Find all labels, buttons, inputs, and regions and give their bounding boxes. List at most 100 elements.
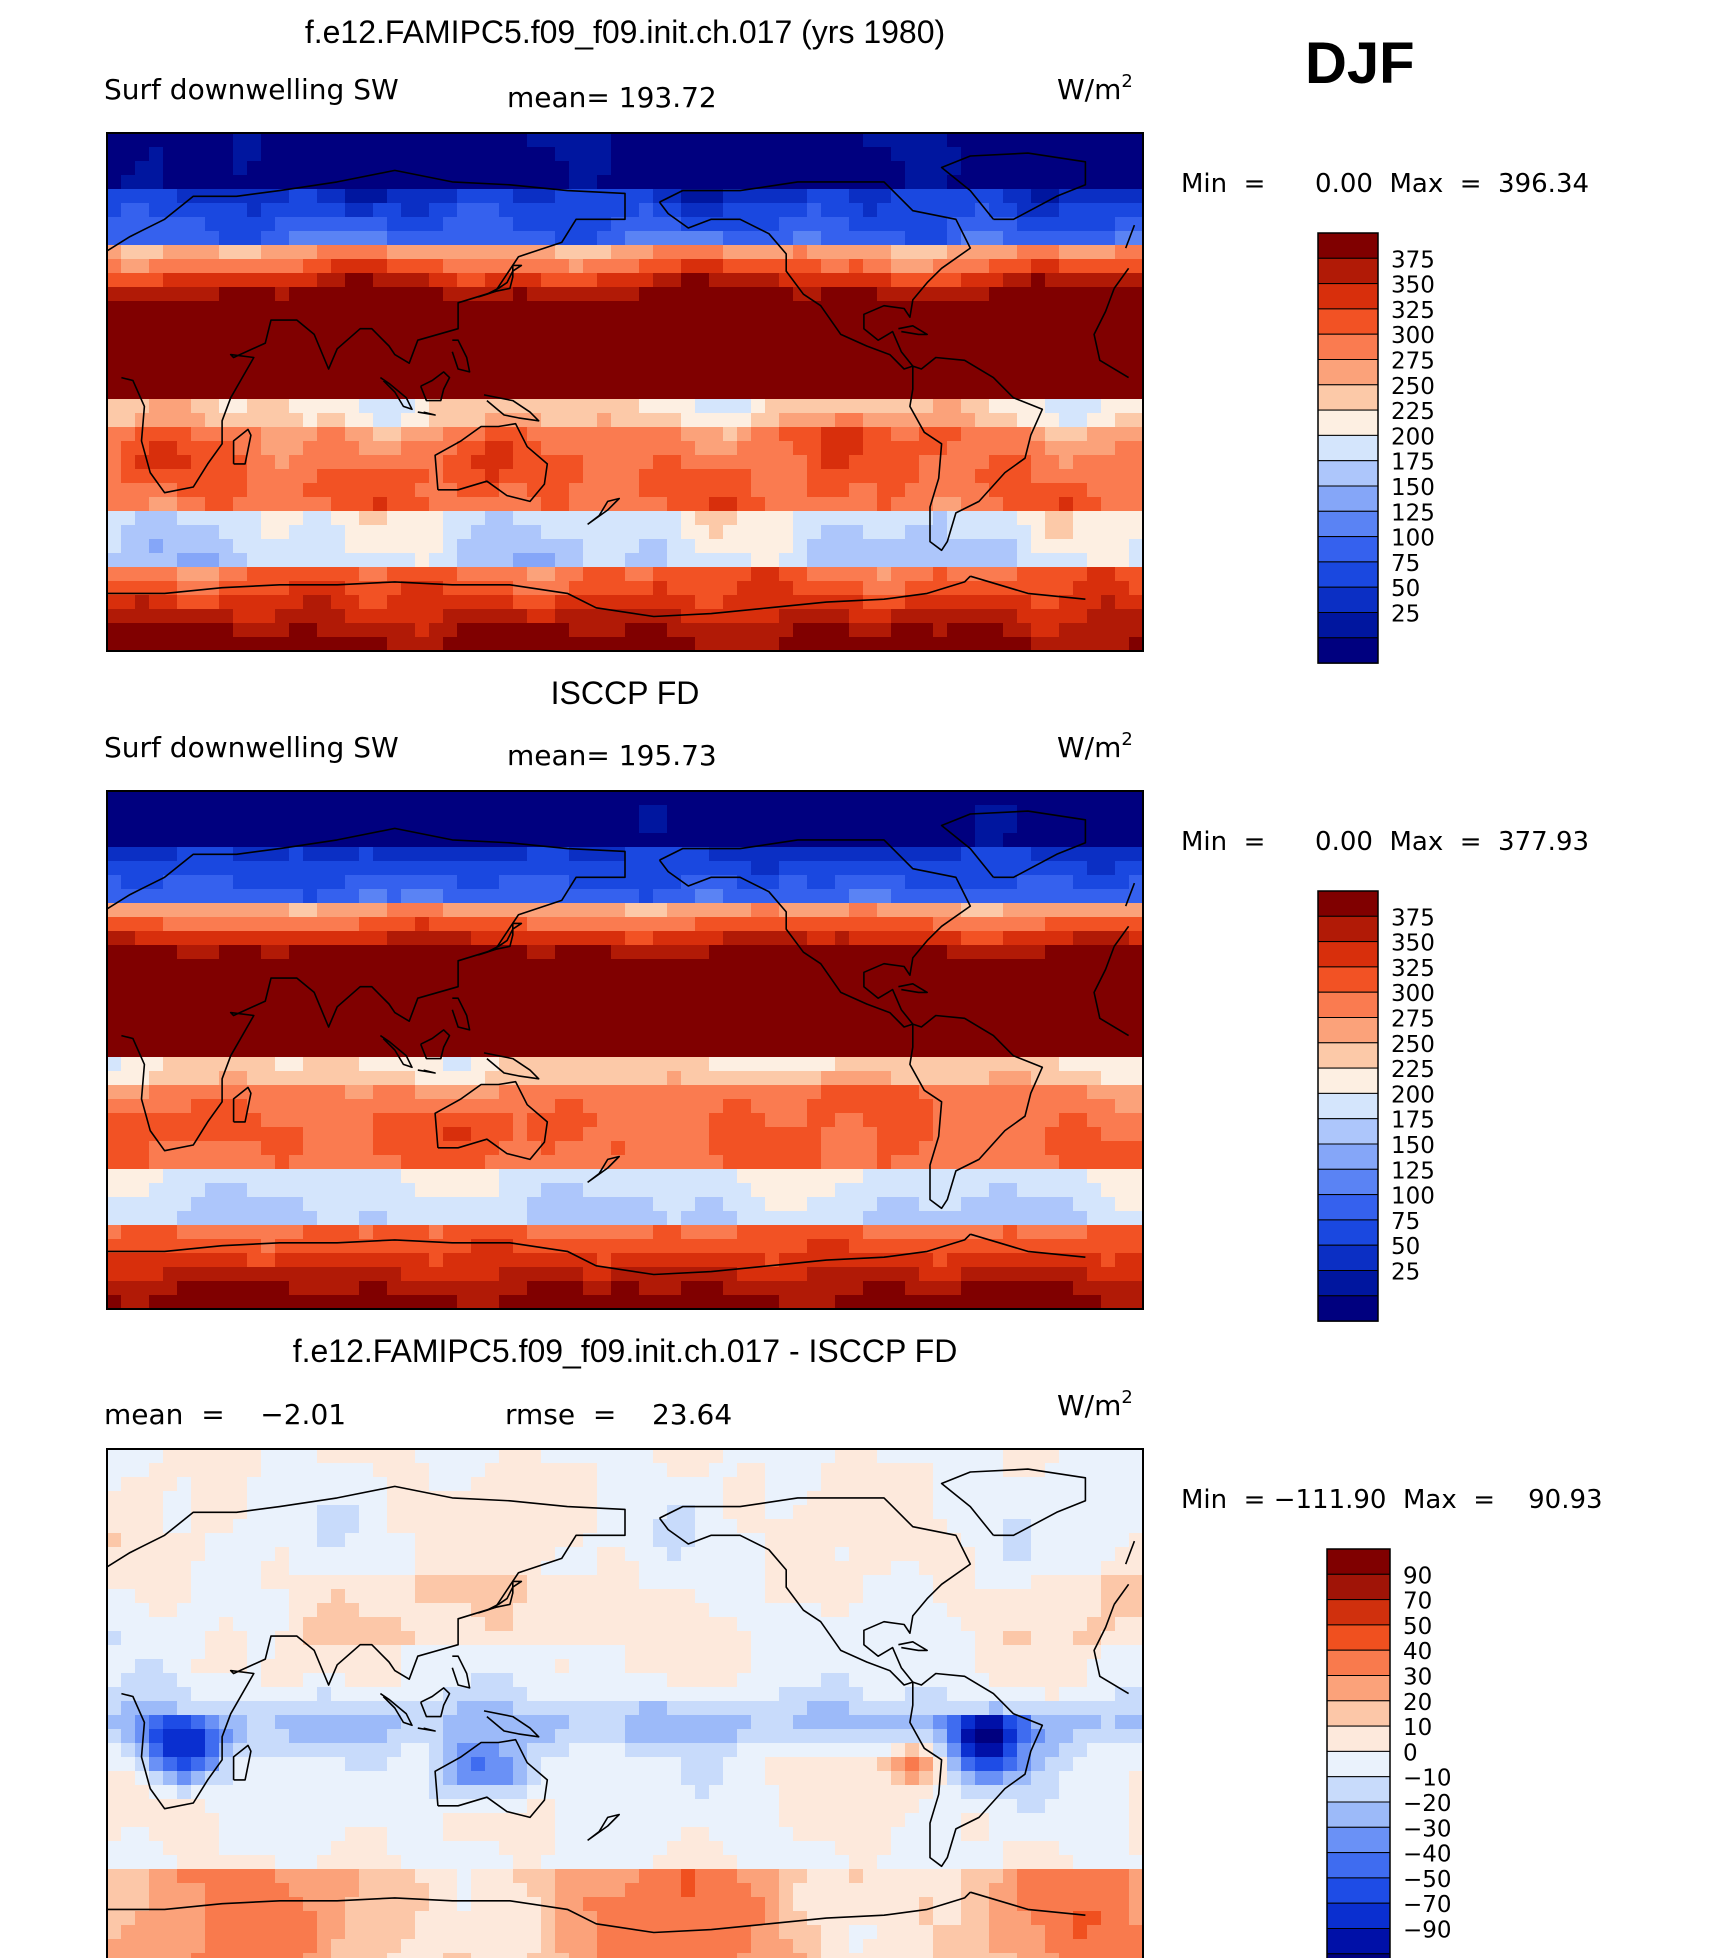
heatmap-cell bbox=[597, 357, 612, 372]
heatmap-cell bbox=[779, 637, 794, 651]
heatmap-cell bbox=[387, 917, 402, 932]
heatmap-cell bbox=[527, 973, 542, 988]
heatmap-cell bbox=[555, 637, 570, 651]
heatmap-cell bbox=[359, 245, 374, 260]
heatmap-cell bbox=[177, 847, 192, 862]
heatmap-cell bbox=[121, 399, 136, 414]
heatmap-cell bbox=[639, 1099, 654, 1114]
heatmap-cell bbox=[779, 217, 794, 232]
heatmap-cell bbox=[499, 973, 514, 988]
heatmap-cell bbox=[373, 609, 388, 624]
heatmap-cell bbox=[723, 329, 738, 344]
heatmap-cell bbox=[779, 581, 794, 596]
heatmap-cell bbox=[709, 1197, 724, 1212]
heatmap-cell bbox=[331, 889, 346, 904]
heatmap-cell bbox=[891, 525, 906, 540]
heatmap-cell bbox=[625, 245, 640, 260]
heatmap-cell bbox=[681, 455, 696, 470]
heatmap-cell bbox=[597, 217, 612, 232]
heatmap-cell bbox=[401, 1085, 416, 1100]
heatmap-cell bbox=[247, 385, 262, 400]
heatmap-cell bbox=[863, 315, 878, 330]
heatmap-cell bbox=[485, 819, 500, 834]
heatmap-cell bbox=[597, 553, 612, 568]
heatmap-cell bbox=[303, 889, 318, 904]
heatmap-cell bbox=[821, 245, 836, 260]
heatmap-cell bbox=[331, 1057, 346, 1072]
heatmap-cell bbox=[1087, 1113, 1102, 1128]
heatmap-cell bbox=[443, 889, 458, 904]
heatmap-cell bbox=[947, 343, 962, 358]
heatmap-cell bbox=[107, 511, 122, 526]
heatmap-cell bbox=[569, 245, 584, 260]
heatmap-cell bbox=[709, 245, 724, 260]
heatmap-cell bbox=[149, 833, 164, 848]
heatmap-cell bbox=[317, 427, 332, 442]
heatmap-cell bbox=[1017, 875, 1032, 890]
heatmap-cell bbox=[583, 399, 598, 414]
heatmap-cell bbox=[219, 441, 234, 456]
heatmap-cell bbox=[499, 217, 514, 232]
heatmap-cell bbox=[275, 371, 290, 386]
heatmap-cell bbox=[793, 525, 808, 540]
heatmap-cell bbox=[583, 1015, 598, 1030]
heatmap-cell bbox=[513, 1113, 528, 1128]
heatmap-cell bbox=[1087, 413, 1102, 428]
heatmap-cell bbox=[695, 273, 710, 288]
heatmap-cell bbox=[261, 819, 276, 834]
heatmap-cell bbox=[247, 973, 262, 988]
heatmap-cell bbox=[443, 791, 458, 806]
heatmap-cell bbox=[1045, 245, 1060, 260]
heatmap-cell bbox=[723, 987, 738, 1002]
heatmap-cell bbox=[905, 609, 920, 624]
heatmap-cell bbox=[1003, 973, 1018, 988]
coastlines bbox=[107, 152, 1136, 618]
heatmap-cell bbox=[163, 329, 178, 344]
heatmap-cell bbox=[443, 511, 458, 526]
heatmap-cell bbox=[471, 399, 486, 414]
heatmap-cell bbox=[611, 595, 626, 610]
heatmap-cell bbox=[1129, 945, 1143, 960]
heatmap-cell bbox=[1003, 1099, 1018, 1114]
heatmap-cell bbox=[555, 147, 570, 162]
heatmap-cell bbox=[975, 1113, 990, 1128]
heatmap-cell bbox=[807, 357, 822, 372]
heatmap-cell bbox=[919, 371, 934, 386]
heatmap-cell bbox=[303, 637, 318, 651]
heatmap-cell bbox=[317, 875, 332, 890]
heatmap-cell bbox=[821, 1015, 836, 1030]
heatmap-cell bbox=[219, 553, 234, 568]
heatmap-cell bbox=[163, 1015, 178, 1030]
heatmap-cell bbox=[835, 315, 850, 330]
heatmap-cell bbox=[723, 539, 738, 554]
heatmap-cell bbox=[597, 959, 612, 974]
heatmap-cell bbox=[1101, 609, 1116, 624]
colorbar-tick-label: 325 bbox=[1391, 298, 1435, 324]
heatmap-cell bbox=[1115, 833, 1130, 848]
heatmap-cell bbox=[289, 567, 304, 582]
heatmap-cell bbox=[289, 861, 304, 876]
heatmap-cell bbox=[947, 1155, 962, 1170]
heatmap-cell bbox=[709, 357, 724, 372]
heatmap-cell bbox=[1031, 567, 1046, 582]
heatmap-cell bbox=[625, 161, 640, 176]
heatmap-cell bbox=[793, 609, 808, 624]
heatmap-cell bbox=[261, 1183, 276, 1198]
heatmap-cell bbox=[779, 497, 794, 512]
heatmap-cell bbox=[219, 819, 234, 834]
heatmap-cell bbox=[765, 343, 780, 358]
heatmap-cell bbox=[541, 1155, 556, 1170]
heatmap-cell bbox=[205, 511, 220, 526]
heatmap-cell bbox=[1059, 217, 1074, 232]
heatmap-cell bbox=[555, 945, 570, 960]
heatmap-cell bbox=[583, 315, 598, 330]
heatmap-cell bbox=[835, 231, 850, 246]
heatmap-cell bbox=[261, 511, 276, 526]
heatmap-cell bbox=[793, 931, 808, 946]
heatmap-cell bbox=[695, 1183, 710, 1198]
heatmap-cell bbox=[793, 973, 808, 988]
heatmap-cell bbox=[1129, 497, 1143, 512]
heatmap-cell bbox=[849, 861, 864, 876]
heatmap-cell bbox=[1087, 441, 1102, 456]
heatmap-cell bbox=[863, 497, 878, 512]
